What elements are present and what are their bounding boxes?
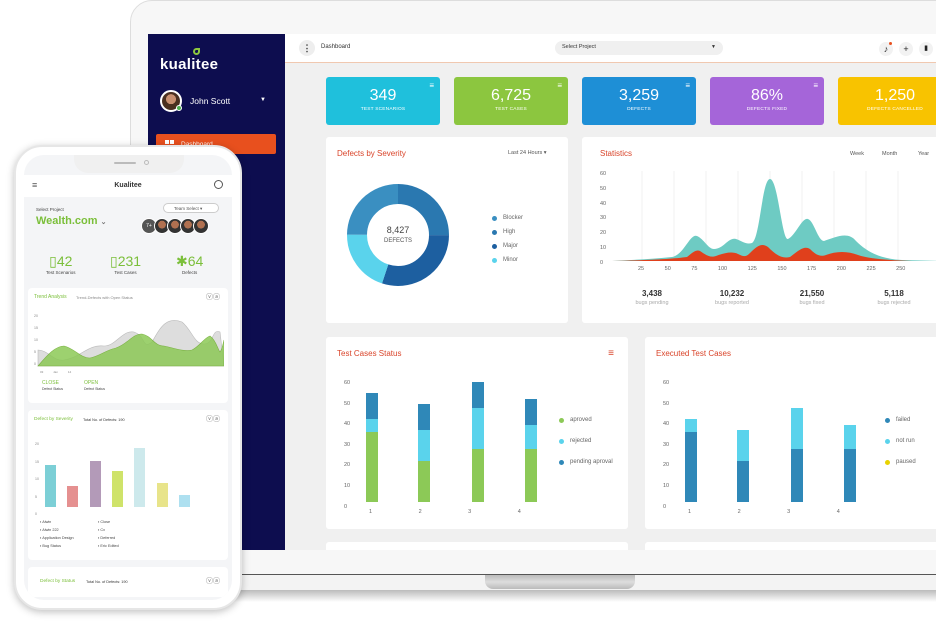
filter-icon[interactable]: ≡ bbox=[608, 348, 614, 359]
laptop-shadow bbox=[230, 590, 936, 602]
avatar bbox=[193, 218, 209, 234]
y-axis: 60 50 40 30 20 10 0 bbox=[600, 171, 607, 266]
team-avatars[interactable]: 7+ bbox=[141, 218, 209, 234]
phone-stat-defects: ✱64 Defects bbox=[176, 253, 204, 275]
topbar: ⋮ Dashboard Select Project ▼ ♪ + ▮ bbox=[285, 34, 936, 63]
filter-icon[interactable]: ≡ bbox=[429, 81, 434, 90]
x-axis: 25 50 75 100 125 150 175 200 225 250 bbox=[638, 266, 906, 272]
chevron-down-icon: ▼ bbox=[711, 44, 716, 50]
filter-collapse-icons[interactable]: ⓥⓐ bbox=[206, 294, 220, 301]
phone-screen: ≡ Kualitee Select Project Wealth.com ⌄ T… bbox=[24, 155, 232, 600]
donut-center: 8,427 DEFECTS bbox=[383, 225, 412, 244]
status-legend: aproved rejected pending aproval bbox=[559, 417, 613, 473]
stat-bugs-reported: 10,232 bugs reported bbox=[715, 289, 749, 306]
avatar bbox=[160, 90, 182, 112]
severity-legend-col1: ▪ Alwin ▪ Alwin 222 ▪ Application Design… bbox=[40, 520, 74, 548]
y-axis: 20 15 10 5 0 bbox=[35, 442, 39, 516]
document-icon[interactable]: ▮ bbox=[919, 42, 933, 56]
tab-month[interactable]: Month bbox=[882, 151, 898, 157]
stat-bugs-rejected: 5,118 bugs rejected bbox=[877, 289, 911, 306]
phone-stat-cases: ▯231 Test Cases bbox=[110, 253, 142, 275]
kpi-card-defects-cancelled[interactable]: ≡ 1,250 DEFECTS CANCELLED bbox=[838, 77, 936, 125]
online-status-icon bbox=[176, 105, 182, 111]
range-dropdown[interactable]: Last 24 Hours ▾ bbox=[508, 150, 547, 156]
panel-title: Defects by Severity bbox=[337, 149, 406, 158]
leaf-icon bbox=[193, 48, 200, 55]
defect-by-severity-card: Defect by Severity Total No. of Defects:… bbox=[28, 410, 228, 560]
select-project-label: Select Project bbox=[36, 207, 64, 212]
team-select[interactable]: Team Select ▾ bbox=[163, 203, 219, 213]
team-more-badge[interactable]: 7+ bbox=[141, 218, 157, 234]
notification-dot bbox=[889, 42, 892, 45]
legend-item: High bbox=[492, 229, 523, 235]
more-vertical-icon[interactable]: ⋮ bbox=[299, 40, 315, 56]
x-axis: 1 2 3 4 bbox=[369, 509, 521, 515]
stat-bugs-pending: 3,438 bugs pending bbox=[635, 289, 669, 306]
kpi-card-defects[interactable]: ≡ 3,259 DEFECTS bbox=[582, 77, 696, 125]
tab-year[interactable]: Year bbox=[918, 151, 930, 157]
open-label: OPEN bbox=[84, 380, 99, 386]
donut-chart bbox=[347, 184, 449, 286]
panel-title: Statistics bbox=[600, 149, 633, 158]
panel-partial bbox=[326, 542, 628, 550]
laptop-notch bbox=[485, 575, 635, 589]
user-name: John Scott bbox=[190, 96, 231, 106]
defects-by-severity-panel: Defects by Severity Last 24 Hours ▾ 8,42… bbox=[326, 137, 568, 323]
filter-collapse-icons[interactable]: ⓥⓐ bbox=[206, 416, 220, 423]
trend-analysis-card: Trend Analysis Trend-Defects with Open S… bbox=[28, 288, 228, 403]
project-dropdown[interactable]: Wealth.com ⌄ bbox=[36, 215, 107, 227]
severity-legend: Blocker High Major Minor bbox=[492, 215, 523, 271]
phone-frame: ≡ Kualitee Select Project Wealth.com ⌄ T… bbox=[14, 145, 242, 610]
executed-legend: failed not run paused bbox=[885, 417, 916, 473]
bell-icon[interactable]: ♪ bbox=[879, 42, 893, 56]
legend-item: Minor bbox=[492, 257, 523, 263]
legend-item: Blocker bbox=[492, 215, 523, 221]
y-axis: 20 15 10 5 0 bbox=[34, 314, 38, 366]
panel-partial bbox=[645, 542, 936, 550]
phone-header: ≡ Kualitee bbox=[24, 175, 232, 197]
chevron-down-icon: ▼ bbox=[260, 97, 266, 103]
trend-area-chart bbox=[37, 320, 224, 367]
severity-legend-col2: ▪ Close ▪ Cx ▪ Deferred ▪ Eric Edited bbox=[98, 520, 119, 548]
filter-icon[interactable]: ≡ bbox=[685, 81, 690, 90]
phone-title: Kualitee bbox=[114, 182, 142, 189]
panel-title: Test Cases Status bbox=[337, 349, 402, 358]
panel-title: Executed Test Cases bbox=[656, 349, 732, 358]
legend-item: Major bbox=[492, 243, 523, 249]
filter-icon[interactable]: ≡ bbox=[813, 81, 818, 90]
user-menu[interactable]: John Scott ▼ bbox=[160, 90, 280, 112]
x-axis: 1 2 3 4 bbox=[688, 509, 840, 515]
tab-week[interactable]: Week bbox=[850, 151, 864, 157]
stat-bugs-fixed: 21,550 bugs fixed bbox=[799, 289, 825, 306]
x-axis: 03 Jan 14 bbox=[40, 370, 72, 374]
filter-icon[interactable]: ≡ bbox=[557, 81, 562, 90]
phone-notch bbox=[74, 155, 184, 173]
phone-stat-scenarios: ▯42 Test Scenarios bbox=[46, 253, 76, 275]
close-label: CLOSE bbox=[42, 380, 59, 386]
breadcrumb: Dashboard bbox=[321, 44, 351, 50]
y-axis: 60 50 40 30 20 10 0 bbox=[344, 380, 351, 510]
test-cases-status-panel: Test Cases Status ≡ 60 50 40 30 20 10 0 1 2 3 … bbox=[326, 337, 628, 529]
kpi-card-test-cases[interactable]: ≡ 6,725 TEST CASES bbox=[454, 77, 568, 125]
statistics-area-chart bbox=[612, 171, 936, 261]
filter-collapse-icons[interactable]: ⓥⓐ bbox=[206, 578, 220, 585]
clock-icon[interactable] bbox=[214, 180, 223, 189]
defect-by-status-card: Defect by Status Total No. of Defects: 1… bbox=[28, 567, 228, 597]
plus-icon[interactable]: + bbox=[899, 42, 913, 56]
dashboard-screen: kualitee John Scott ▼ Dashboard ie t ⋮ D… bbox=[148, 34, 936, 550]
y-axis: 60 50 40 30 20 10 0 bbox=[663, 380, 670, 510]
statistics-panel: Statistics Week Month Year 60 50 40 30 20 10 0… bbox=[582, 137, 936, 323]
kpi-card-test-scenarios[interactable]: ≡ 349 TEST SCENARIOS bbox=[326, 77, 440, 125]
hamburger-menu-icon[interactable]: ≡ bbox=[32, 180, 38, 190]
kpi-card-defects-fixed[interactable]: ≡ 86% DEFECTS FIXED bbox=[710, 77, 824, 125]
project-select[interactable]: Select Project ▼ bbox=[555, 41, 723, 55]
brand-logo: kualitee bbox=[160, 48, 218, 73]
